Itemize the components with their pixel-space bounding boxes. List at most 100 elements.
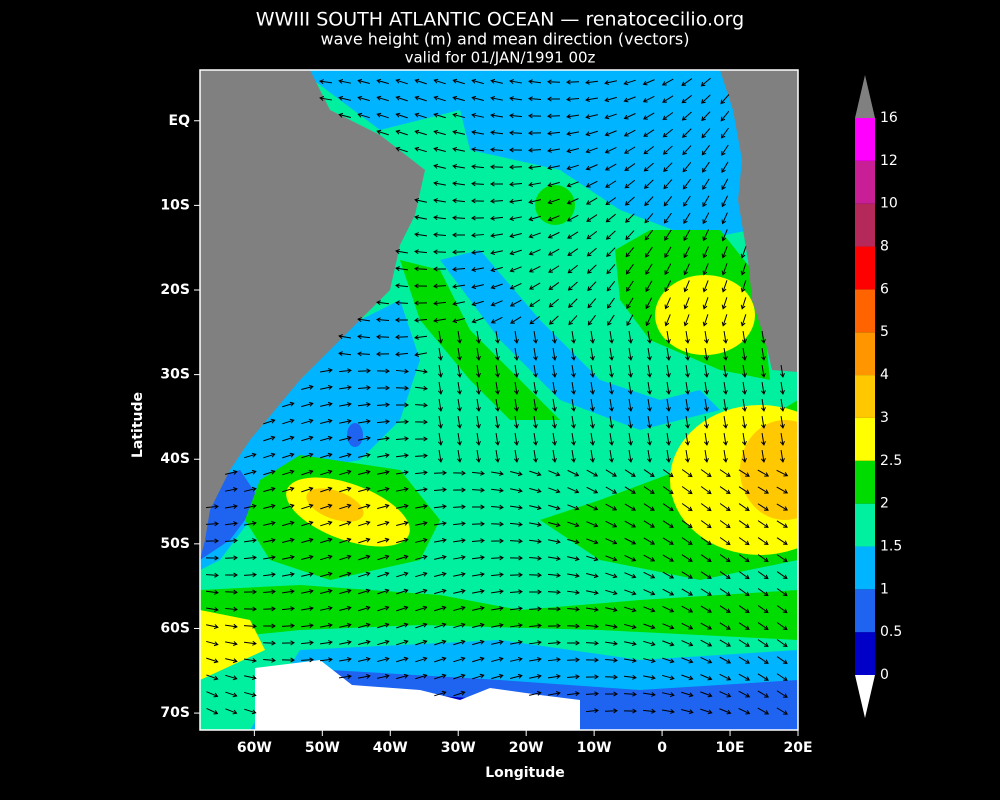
direction-vector bbox=[414, 419, 428, 425]
direction-vector bbox=[700, 691, 713, 698]
direction-vector bbox=[663, 162, 673, 172]
direction-vector bbox=[719, 708, 732, 715]
direction-vector bbox=[681, 674, 694, 681]
direction-vector bbox=[376, 368, 390, 374]
direction-vector bbox=[452, 181, 466, 187]
direction-vector bbox=[684, 398, 690, 412]
direction-vector bbox=[776, 554, 788, 562]
direction-vector bbox=[452, 301, 465, 307]
direction-vector bbox=[721, 212, 728, 225]
direction-vector bbox=[662, 486, 674, 495]
direction-vector bbox=[358, 419, 371, 424]
direction-vector bbox=[605, 538, 618, 545]
direction-vector bbox=[566, 589, 580, 595]
x-tick-label: 20W bbox=[509, 740, 544, 756]
direction-vector bbox=[529, 522, 542, 527]
subtitle: wave height (m) and mean direction (vect… bbox=[321, 30, 690, 49]
direction-vector bbox=[776, 707, 788, 715]
direction-vector bbox=[702, 246, 709, 259]
direction-vector bbox=[700, 503, 712, 512]
direction-vector bbox=[627, 364, 633, 378]
direction-vector bbox=[225, 641, 238, 646]
direction-vector bbox=[738, 588, 750, 597]
direction-vector bbox=[300, 623, 314, 629]
direction-vector bbox=[589, 364, 595, 378]
direction-vector bbox=[721, 314, 728, 327]
direction-vector bbox=[205, 555, 219, 561]
direction-vector bbox=[665, 398, 671, 412]
direction-vector bbox=[741, 415, 747, 429]
direction-vector bbox=[205, 538, 219, 544]
direction-vector bbox=[357, 78, 370, 84]
direction-vector bbox=[662, 623, 675, 630]
direction-vector bbox=[589, 330, 595, 344]
direction-vector bbox=[490, 521, 504, 527]
direction-vector bbox=[757, 622, 769, 631]
direction-vector bbox=[567, 264, 579, 274]
direction-vector bbox=[243, 606, 257, 612]
direction-vector bbox=[722, 449, 728, 463]
direction-vector bbox=[738, 690, 751, 698]
direction-vector bbox=[509, 572, 523, 578]
direction-vector bbox=[547, 165, 560, 171]
direction-vector bbox=[452, 198, 466, 204]
direction-vector bbox=[471, 164, 485, 170]
direction-vector bbox=[738, 707, 751, 715]
direction-vector bbox=[740, 297, 747, 310]
direction-vector bbox=[395, 351, 409, 357]
direction-vector bbox=[225, 691, 238, 698]
direction-vector bbox=[604, 674, 618, 680]
direction-vector bbox=[703, 347, 709, 361]
direction-vector bbox=[567, 504, 580, 511]
direction-vector bbox=[570, 449, 576, 463]
direction-vector bbox=[604, 80, 617, 86]
direction-vector bbox=[608, 415, 614, 429]
direction-vector bbox=[738, 571, 750, 580]
direction-vector bbox=[395, 249, 408, 254]
direction-vector bbox=[433, 470, 447, 476]
direction-vector bbox=[320, 623, 333, 628]
direction-vector bbox=[509, 249, 522, 256]
x-tick-label: 30W bbox=[441, 740, 476, 756]
direction-vector bbox=[475, 330, 481, 344]
direction-vector bbox=[377, 673, 390, 679]
direction-vector bbox=[605, 520, 618, 528]
direction-vector bbox=[471, 130, 484, 135]
direction-vector bbox=[509, 623, 523, 629]
direction-vector bbox=[605, 607, 618, 613]
direction-vector bbox=[396, 503, 409, 509]
direction-vector bbox=[682, 178, 691, 190]
direction-vector bbox=[434, 673, 447, 680]
colorbar-label: 10 bbox=[880, 196, 898, 212]
y-tick-label: 30S bbox=[160, 367, 190, 383]
direction-vector bbox=[301, 435, 314, 442]
direction-vector bbox=[566, 198, 579, 205]
direction-vector bbox=[700, 622, 713, 630]
x-tick-label: 10W bbox=[577, 740, 612, 756]
direction-vector bbox=[719, 520, 731, 529]
colorbar-label: 5 bbox=[880, 324, 889, 340]
direction-vector bbox=[282, 503, 295, 510]
direction-vector bbox=[281, 606, 295, 612]
direction-vector bbox=[377, 554, 390, 561]
direction-vector bbox=[570, 398, 576, 412]
direction-vector bbox=[701, 144, 711, 156]
direction-vector bbox=[377, 605, 390, 612]
direction-vector bbox=[643, 145, 655, 155]
direction-vector bbox=[681, 622, 694, 630]
direction-vector bbox=[320, 368, 333, 373]
direction-vector bbox=[510, 640, 523, 645]
direction-vector bbox=[491, 673, 504, 680]
direction-vector bbox=[358, 503, 371, 510]
direction-vector bbox=[738, 639, 750, 647]
direction-vector bbox=[490, 504, 504, 510]
direction-vector bbox=[703, 432, 709, 446]
direction-vector bbox=[779, 364, 785, 378]
direction-vector bbox=[779, 432, 785, 446]
direction-vector bbox=[494, 381, 500, 395]
direction-vector bbox=[547, 231, 560, 239]
direction-vector bbox=[490, 78, 503, 84]
direction-vector bbox=[642, 95, 655, 103]
direction-vector bbox=[719, 622, 731, 630]
direction-vector bbox=[494, 364, 500, 378]
